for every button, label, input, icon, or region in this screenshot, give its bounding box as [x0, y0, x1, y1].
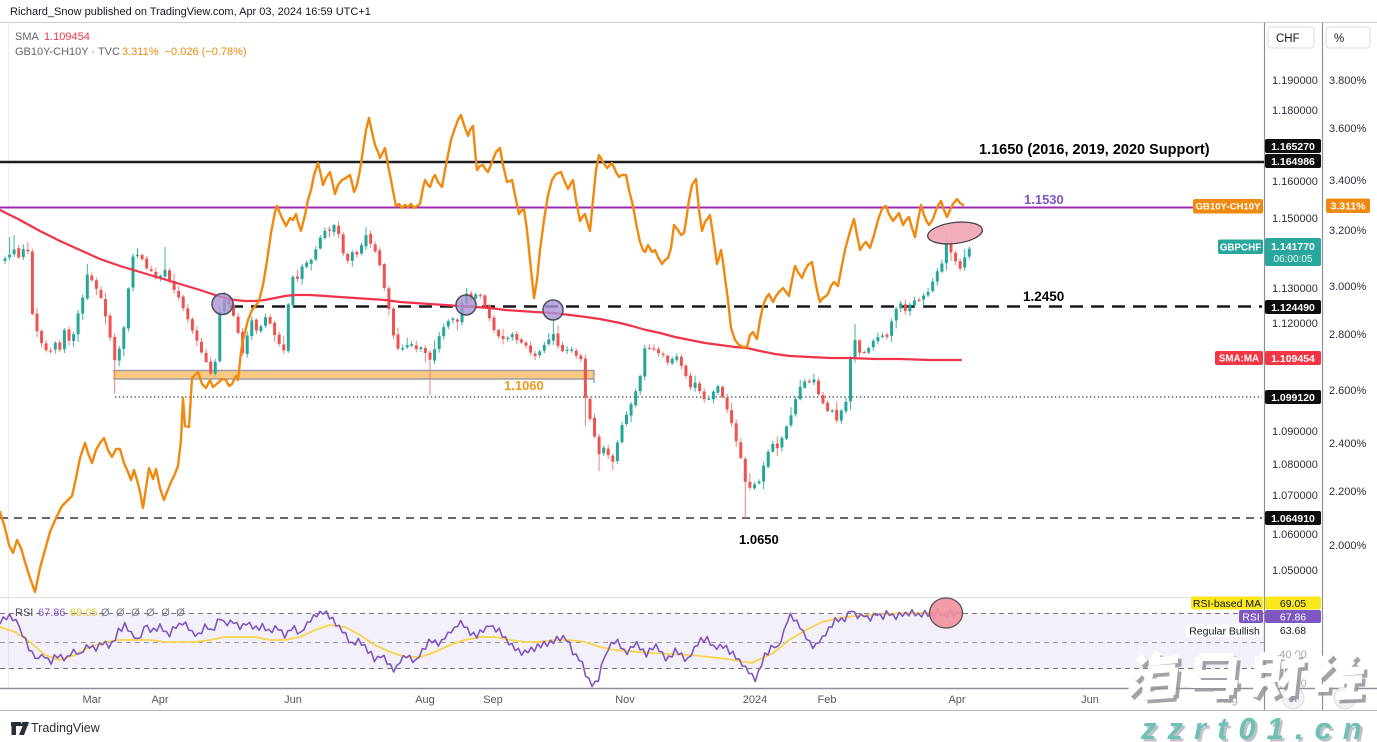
svg-text:1.124490: 1.124490	[1271, 302, 1315, 314]
svg-text:1.050000: 1.050000	[1272, 565, 1318, 577]
svg-text:1.2450: 1.2450	[1023, 289, 1064, 304]
svg-text:1.150000: 1.150000	[1272, 213, 1318, 225]
svg-text:1.1650 (2016, 2019, 2020 Suppo: 1.1650 (2016, 2019, 2020 Support)	[979, 142, 1210, 158]
svg-text:3.400%: 3.400%	[1329, 175, 1367, 187]
svg-text:ØØØØØØ: ØØØØØØ	[101, 607, 191, 619]
svg-text:2.600%: 2.600%	[1329, 385, 1367, 397]
svg-text:Mar: Mar	[83, 694, 102, 706]
svg-text:1.1060: 1.1060	[504, 378, 544, 393]
svg-text:1.080000: 1.080000	[1272, 459, 1318, 471]
svg-text:3.200%: 3.200%	[1329, 225, 1367, 237]
svg-text:zzrt01.cn: zzrt01.cn	[1140, 711, 1373, 742]
svg-text:1.120000: 1.120000	[1272, 318, 1318, 330]
svg-text:GB10Y-CH10Y: GB10Y-CH10Y	[1195, 202, 1261, 213]
svg-text:1.064910: 1.064910	[1271, 513, 1315, 525]
svg-text:1.0650: 1.0650	[739, 532, 779, 547]
svg-text:1.180000: 1.180000	[1272, 105, 1318, 117]
svg-text:Apr: Apr	[948, 694, 965, 706]
svg-text:SMA: SMA	[15, 31, 40, 43]
svg-text:69.05: 69.05	[1280, 598, 1306, 610]
svg-text:2.800%: 2.800%	[1329, 329, 1367, 341]
svg-text:TradingView: TradingView	[31, 721, 101, 735]
svg-text:2024: 2024	[743, 694, 767, 706]
svg-text:Apr: Apr	[151, 694, 168, 706]
svg-text:Jun: Jun	[284, 694, 302, 706]
svg-text:GBPCHF: GBPCHF	[1220, 242, 1261, 253]
svg-text:RSI: RSI	[15, 607, 33, 619]
svg-text:1.070000: 1.070000	[1272, 490, 1318, 502]
svg-text:RSI-based MA: RSI-based MA	[1193, 598, 1261, 610]
svg-text:1.190000: 1.190000	[1272, 75, 1318, 87]
svg-text:Sep: Sep	[483, 694, 503, 706]
svg-text:67.86: 67.86	[38, 607, 66, 619]
svg-text:1.164986: 1.164986	[1271, 156, 1315, 168]
svg-text:3.800%: 3.800%	[1329, 75, 1367, 87]
svg-text:1.060000: 1.060000	[1272, 529, 1318, 541]
svg-text:06:00:05: 06:00:05	[1274, 254, 1313, 265]
svg-text:1.109454: 1.109454	[44, 31, 90, 43]
svg-text:CHF: CHF	[1276, 33, 1300, 45]
svg-text:3.000%: 3.000%	[1329, 281, 1367, 293]
svg-text:Feb: Feb	[818, 694, 837, 706]
svg-text:1.160000: 1.160000	[1272, 176, 1318, 188]
svg-text:SMA:MA: SMA:MA	[1219, 354, 1259, 365]
svg-text:RSI: RSI	[1242, 611, 1260, 623]
svg-text:69.05: 69.05	[70, 607, 98, 619]
svg-text:3.311%: 3.311%	[1330, 201, 1366, 213]
svg-text:1.130000: 1.130000	[1272, 283, 1318, 295]
svg-text:GB10Y-CH10Y · TVC: GB10Y-CH10Y · TVC	[15, 46, 120, 58]
svg-text:2.200%: 2.200%	[1329, 486, 1367, 498]
svg-text:67.86: 67.86	[1280, 611, 1306, 623]
svg-text:zzrt01.cn: zzrt01.cn	[1143, 714, 1376, 742]
svg-text:2.400%: 2.400%	[1329, 438, 1367, 450]
svg-text:Aug: Aug	[415, 694, 435, 706]
svg-text:1.1530: 1.1530	[1024, 192, 1064, 207]
svg-text:Regular Bullish: Regular Bullish	[1189, 625, 1260, 637]
svg-text:1.090000: 1.090000	[1272, 426, 1318, 438]
svg-text:1.109454: 1.109454	[1271, 353, 1315, 365]
svg-text:3.311% −0.026 (−0.78%): 3.311% −0.026 (−0.78%)	[122, 46, 247, 58]
svg-text:Jun: Jun	[1081, 694, 1099, 706]
svg-text:63.68: 63.68	[1280, 625, 1306, 637]
svg-text:Richard_Snow published on Trad: Richard_Snow published on TradingView.co…	[10, 6, 371, 18]
svg-text:1.099120: 1.099120	[1271, 392, 1315, 404]
svg-text:%: %	[1334, 33, 1344, 45]
svg-text:3.600%: 3.600%	[1329, 123, 1367, 135]
svg-text:1.165270: 1.165270	[1271, 141, 1315, 153]
svg-text:2.000%: 2.000%	[1329, 540, 1367, 552]
svg-text:Nov: Nov	[615, 694, 635, 706]
svg-text:1.141770: 1.141770	[1271, 241, 1315, 253]
